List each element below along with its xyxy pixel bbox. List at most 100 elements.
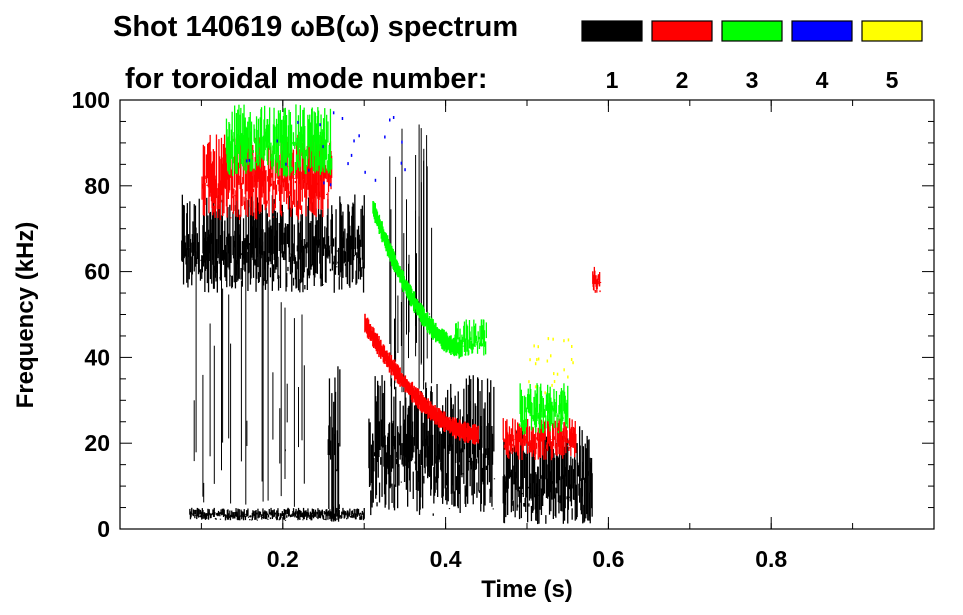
series-2-feature-4 xyxy=(598,279,600,281)
series-4-feature-1 xyxy=(285,162,287,166)
series-2-feature-1 xyxy=(295,142,298,215)
series-3-feature-1 xyxy=(285,115,288,177)
series-3-feature-1 xyxy=(293,173,295,176)
series-1-feature-2 xyxy=(311,508,313,515)
series-1-feature-1 xyxy=(196,257,198,264)
series-2-feature-1 xyxy=(294,181,296,184)
series-3-feature-1 xyxy=(286,166,288,176)
series-1-feature-2 xyxy=(194,515,196,519)
series-4-feature-1 xyxy=(358,134,360,138)
series-1-feature-1 xyxy=(346,233,348,285)
series-1-feature-1 xyxy=(329,245,331,264)
series-4-feature-1 xyxy=(404,168,406,172)
series-3-feature-1 xyxy=(240,107,242,146)
axes: 0.2 0.4 0.6 0.8 0 20 40 60 80 100 xyxy=(72,87,935,572)
series-1-feature-7 xyxy=(400,302,402,322)
series-1-feature-1 xyxy=(303,239,305,273)
series-2-feature-1 xyxy=(287,166,289,198)
series-1-feature-2 xyxy=(241,511,243,520)
series-2-feature-2 xyxy=(417,388,420,409)
series-2-feature-1 xyxy=(291,200,293,209)
series-1-feature-1 xyxy=(286,272,288,288)
series-1-feature-2 xyxy=(261,516,263,518)
series-3-feature-1 xyxy=(289,112,291,171)
series-1-feature-4 xyxy=(339,369,341,447)
series-1-feature-5 xyxy=(395,458,398,465)
series-1-feature-2 xyxy=(305,510,307,516)
series-1-feature-2 xyxy=(288,509,290,516)
series-3-feature-4 xyxy=(550,397,552,426)
series-1-feature-1 xyxy=(274,235,276,273)
series-1-feature-6 xyxy=(533,458,536,498)
series-3-feature-4 xyxy=(565,402,567,427)
series-1-feature-1 xyxy=(325,248,327,283)
series-2-feature-3 xyxy=(563,435,566,439)
series-1-feature-6 xyxy=(561,436,563,512)
y-tick-label: 20 xyxy=(84,430,110,456)
series-2-feature-2 xyxy=(445,416,448,430)
series-3-feature-3 xyxy=(453,348,455,352)
legend-label-5: 5 xyxy=(886,67,899,93)
series-2-feature-4 xyxy=(599,282,602,283)
series-1-feature-5 xyxy=(481,380,483,448)
series-1-feature-5 xyxy=(400,481,402,483)
series-2-feature-1 xyxy=(235,190,237,217)
series-1-feature-1 xyxy=(246,234,248,250)
series-1-feature-1 xyxy=(335,209,337,265)
series-1-feature-6 xyxy=(517,439,519,492)
legend-label-3: 3 xyxy=(746,67,759,93)
series-3-feature-1 xyxy=(239,142,241,169)
series-3-feature-1 xyxy=(235,144,237,174)
series-2-feature-1 xyxy=(230,169,233,211)
series-1-feature-1 xyxy=(187,234,190,257)
series-1-feature-2 xyxy=(231,510,233,518)
series-1-feature-2 xyxy=(326,511,328,515)
series-1-feature-2 xyxy=(269,517,272,520)
series-1-feature-1 xyxy=(299,279,301,293)
series-1-feature-2 xyxy=(190,512,192,518)
series-1-feature-1 xyxy=(363,195,365,269)
series-1-feature-1 xyxy=(222,249,225,265)
series-3-feature-3 xyxy=(478,342,481,349)
series-1-feature-2 xyxy=(311,513,313,521)
series-1-feature-2 xyxy=(244,515,247,521)
series-1-feature-2 xyxy=(266,511,268,520)
series-1-feature-1 xyxy=(199,269,202,281)
series-2-feature-2 xyxy=(420,392,422,412)
series-3-feature-1 xyxy=(297,115,300,168)
series-1-feature-2 xyxy=(222,508,225,517)
series-1-feature-1 xyxy=(257,272,260,283)
series-1-feature-6 xyxy=(547,478,549,499)
series-3-feature-4 xyxy=(527,388,529,413)
legend-swatch-2 xyxy=(651,20,713,42)
series-3-feature-3 xyxy=(465,338,467,356)
series-1-feature-7 xyxy=(400,319,402,346)
series-1-feature-5 xyxy=(376,502,378,507)
series-1-feature-1 xyxy=(315,208,317,274)
series-1-feature-1 xyxy=(302,265,304,293)
series-1-feature-5 xyxy=(466,463,468,467)
series-1-feature-5 xyxy=(391,483,393,503)
series-2-feature-1 xyxy=(267,176,269,182)
series-1-feature-1 xyxy=(200,259,202,261)
series-1-feature-2 xyxy=(255,510,257,520)
series-1-feature-5 xyxy=(475,458,477,469)
series-4-feature-1 xyxy=(400,161,403,165)
series-2-feature-1 xyxy=(226,172,228,218)
series-3-feature-1 xyxy=(281,134,283,144)
series-1-feature-2 xyxy=(199,509,202,515)
series-2-feature-1 xyxy=(233,188,235,211)
series-2-feature-1 xyxy=(293,178,295,179)
series-1-feature-2 xyxy=(285,510,287,515)
series-2-feature-3 xyxy=(525,423,527,444)
series-1-feature-5 xyxy=(378,421,380,457)
series-2-feature-2 xyxy=(465,423,467,442)
series-2-feature-1 xyxy=(302,180,305,189)
series-1-feature-3 xyxy=(284,307,286,479)
series-2-feature-1 xyxy=(271,173,273,178)
series-1-feature-2 xyxy=(243,509,245,518)
series-3-feature-1 xyxy=(304,149,306,174)
series-2-feature-2 xyxy=(368,324,371,338)
series-4-feature-1 xyxy=(389,118,391,122)
series-1-feature-1 xyxy=(239,214,242,259)
